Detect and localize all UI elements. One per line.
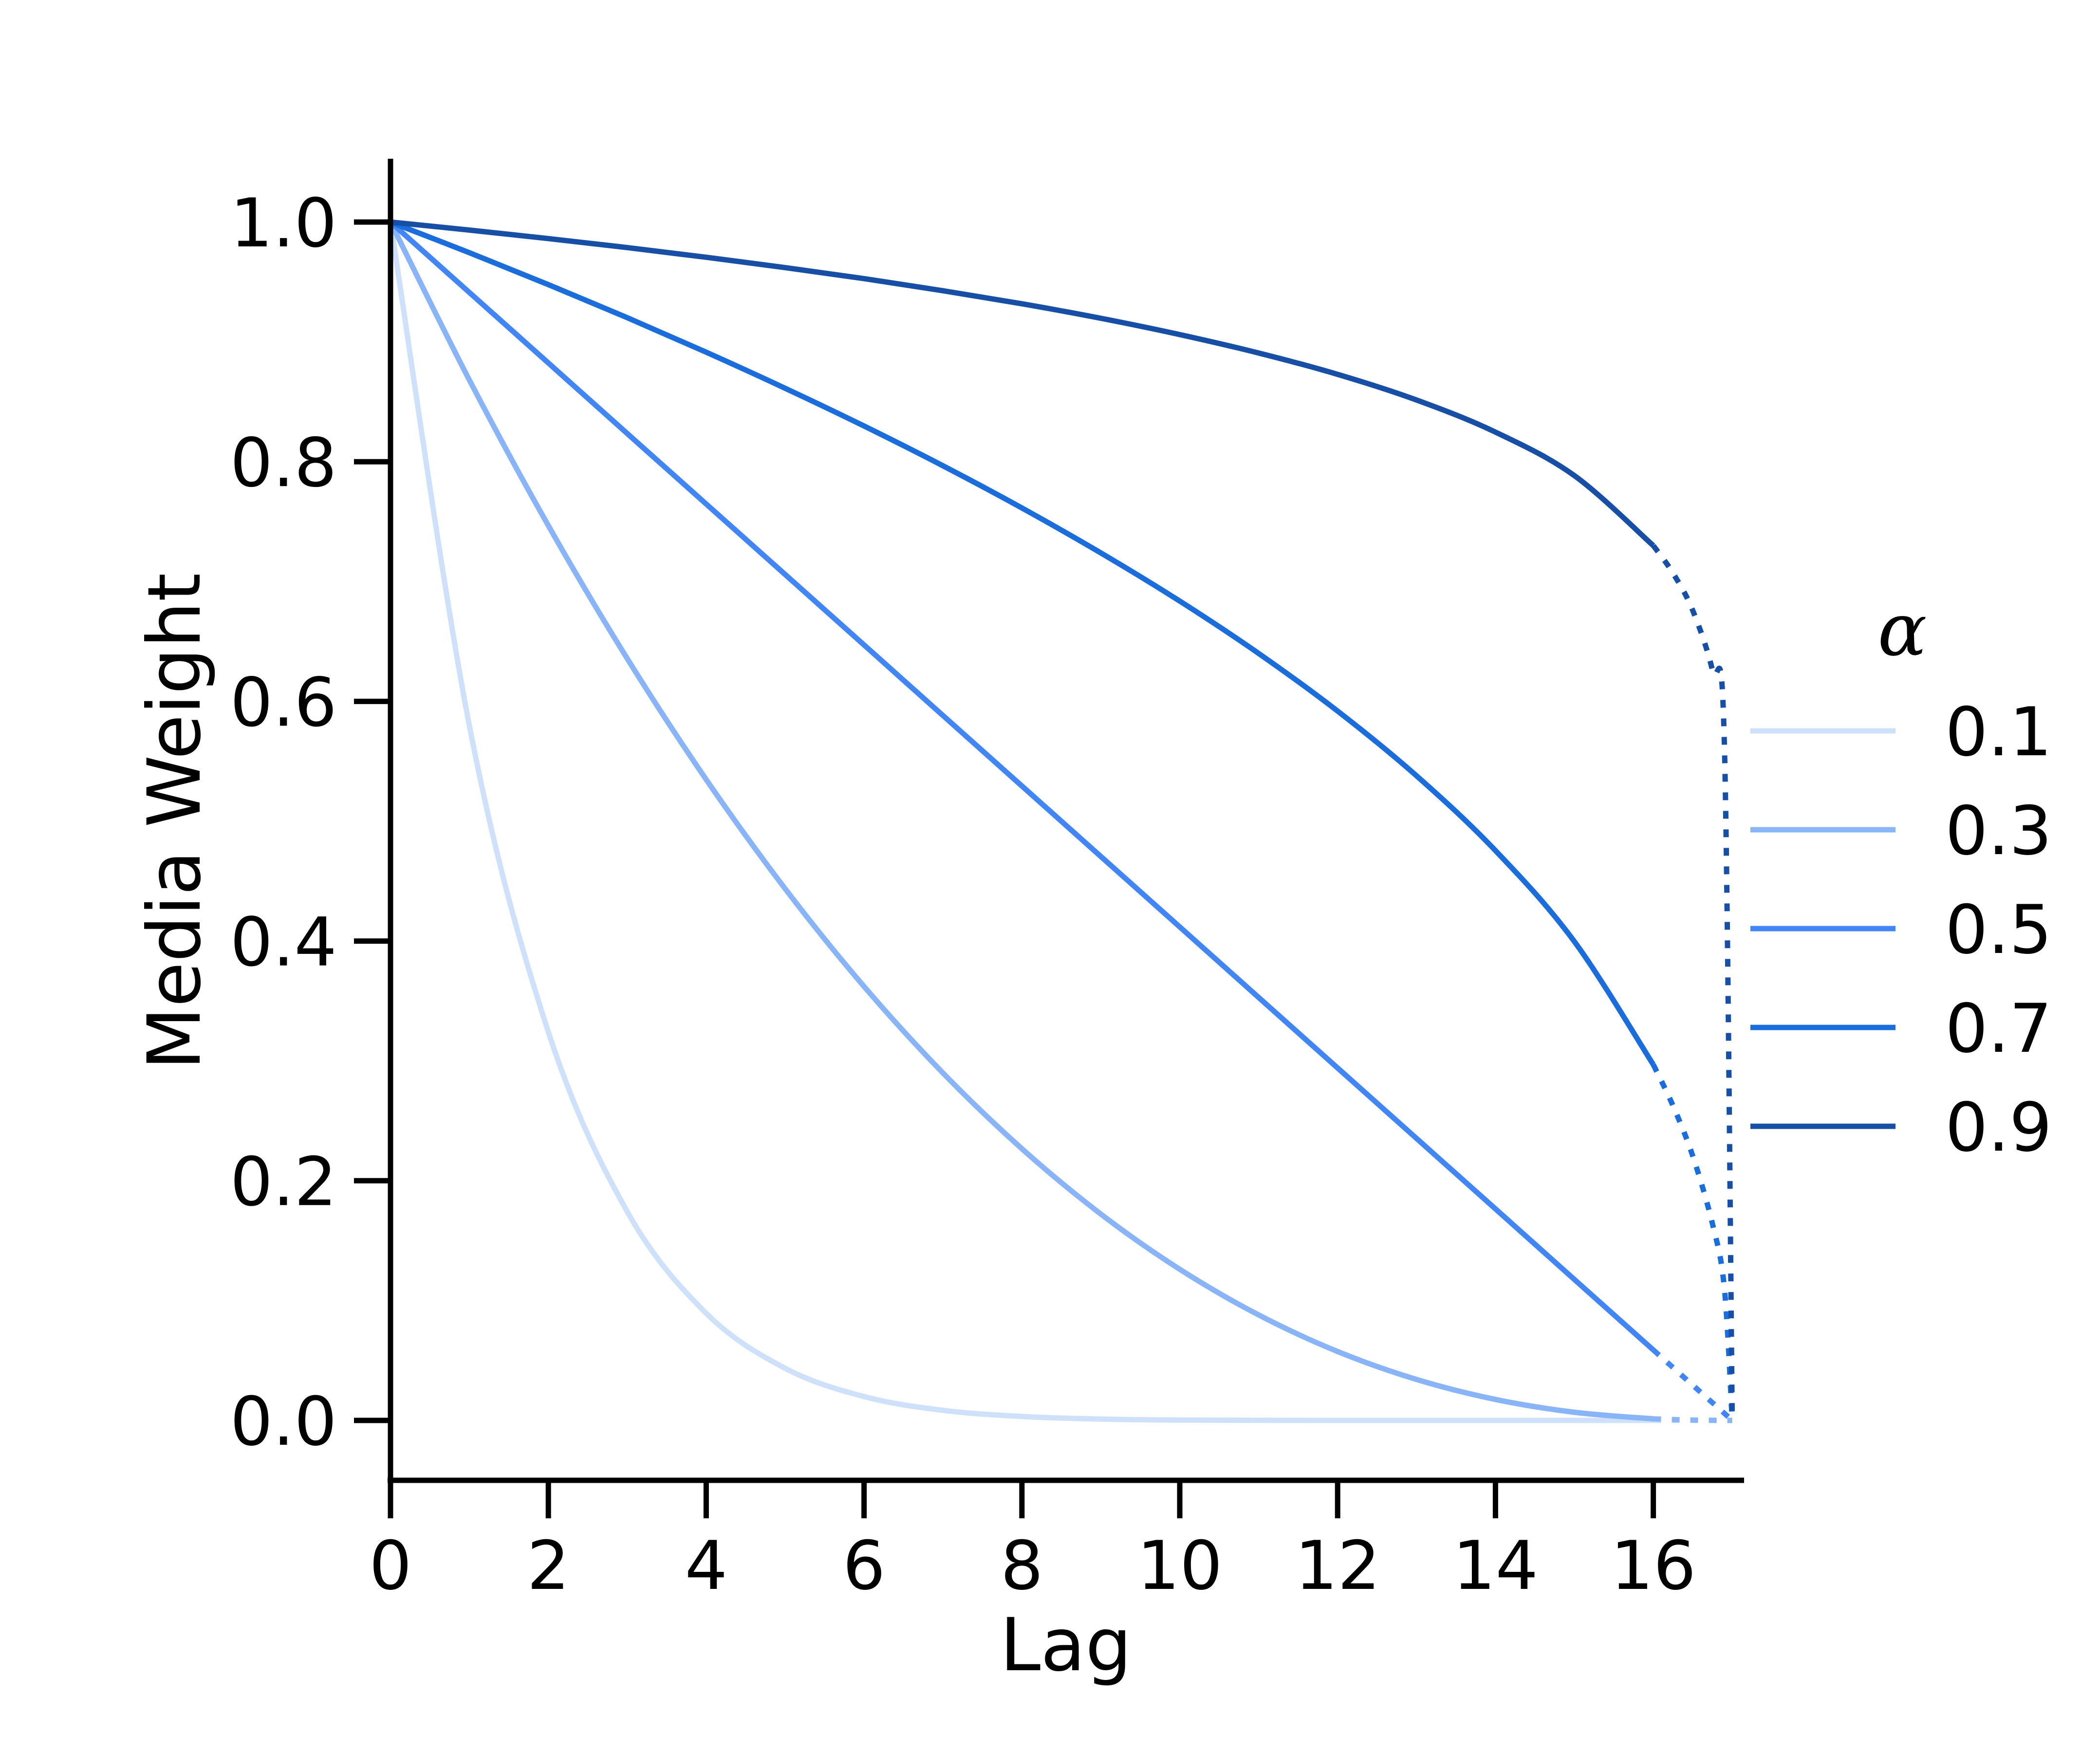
y-axis-ticks: 0.0 0.2 0.4 0.6 0.8 1.0 xyxy=(230,184,390,1461)
x-tick-label: 0 xyxy=(369,1527,412,1605)
x-axis-label: Lag xyxy=(1000,1603,1132,1688)
legend-label-0.7: 0.7 xyxy=(1945,989,2052,1068)
series-line-alpha-0.3 xyxy=(388,221,1654,1422)
series-line-alpha-0.5 xyxy=(389,220,1655,1352)
x-tick-label: 6 xyxy=(843,1527,886,1605)
legend-title: α xyxy=(1877,588,1927,672)
series-extrapolation-alpha-0.5 xyxy=(1651,1348,1734,1423)
x-tick-label: 4 xyxy=(685,1527,727,1605)
y-tick-label: 0.0 xyxy=(230,1382,337,1461)
series-lines xyxy=(388,219,1735,1423)
legend: α 0.1 0.3 0.5 0.7 0.9 xyxy=(1750,588,2052,1167)
y-tick-label: 1.0 xyxy=(230,184,337,262)
legend-label-0.3: 0.3 xyxy=(1945,792,2052,870)
x-tick-label: 16 xyxy=(1611,1527,1696,1605)
y-tick-label: 0.6 xyxy=(230,663,337,742)
x-tick-label: 10 xyxy=(1137,1527,1223,1605)
x-tick-label: 2 xyxy=(527,1527,570,1605)
x-tick-label: 8 xyxy=(1001,1527,1043,1605)
y-axis-label: Media Weight xyxy=(132,573,217,1070)
series-extrapolation-alpha-0.9 xyxy=(1651,544,1735,1421)
series-line-alpha-0.1 xyxy=(388,222,1654,1423)
y-tick-label: 0.2 xyxy=(230,1143,337,1221)
x-tick-label: 12 xyxy=(1295,1527,1380,1605)
series-line-alpha-0.9 xyxy=(390,219,1655,548)
legend-label-0.9: 0.9 xyxy=(1945,1088,2052,1167)
series-extrapolation-alpha-0.3 xyxy=(1653,1416,1732,1423)
y-tick-label: 0.8 xyxy=(230,424,337,502)
series-extrapolation-alpha-0.7 xyxy=(1651,1063,1735,1421)
legend-label-0.1: 0.1 xyxy=(1945,693,2052,771)
series-line-alpha-0.7 xyxy=(390,219,1656,1066)
y-tick-label: 0.4 xyxy=(230,903,337,982)
legend-label-0.5: 0.5 xyxy=(1945,891,2052,969)
x-axis-ticks: 0 2 4 6 8 10 12 14 16 xyxy=(369,1480,1696,1605)
x-tick-label: 14 xyxy=(1453,1527,1539,1605)
